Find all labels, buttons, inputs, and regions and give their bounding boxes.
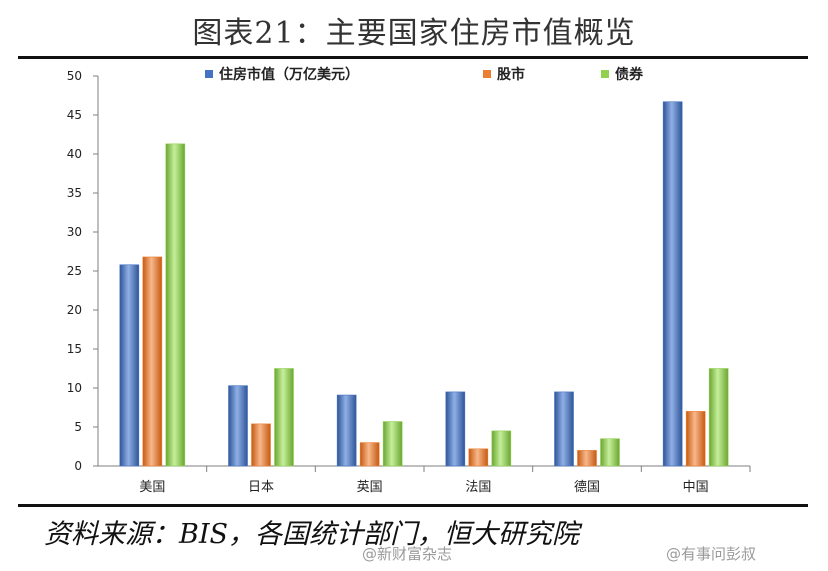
bar-housing-3 bbox=[445, 391, 466, 467]
bar-housing-5 bbox=[662, 101, 683, 467]
bar-bond-3 bbox=[491, 430, 512, 467]
y-tick-label: 5 bbox=[74, 420, 82, 434]
y-tick-label: 15 bbox=[67, 342, 82, 356]
y-tick-label: 40 bbox=[67, 147, 82, 161]
legend-label-0: 住房市值（万亿美元） bbox=[219, 66, 359, 83]
bar-bond-5 bbox=[708, 368, 729, 467]
chart-title: 图表21：主要国家住房市值概览 bbox=[192, 16, 636, 51]
legend-swatch-2 bbox=[601, 70, 609, 78]
x-tick-label: 法国 bbox=[465, 480, 491, 495]
bar-housing-1 bbox=[228, 385, 248, 467]
bar-stock-1 bbox=[251, 423, 271, 467]
legend-label-2: 债券 bbox=[615, 66, 644, 83]
legend-swatch-1 bbox=[483, 70, 491, 78]
legend-label-1: 股市 bbox=[497, 66, 525, 83]
legend: 住房市值（万亿美元） 股市 债券 bbox=[205, 66, 644, 83]
y-tick-label: 20 bbox=[67, 303, 82, 317]
y-tick-label: 25 bbox=[67, 264, 82, 278]
bar-stock-0 bbox=[142, 256, 163, 467]
bar-chart: 0 5 10 15 20 25 30 35 40 45 50 美国 日本 英国 法国 德国 中国 住房市值（万亿… bbox=[67, 66, 751, 495]
bar-housing-2 bbox=[336, 394, 357, 467]
watermark-right: @有事问彭叔 bbox=[666, 545, 757, 563]
y-tick-label: 45 bbox=[67, 108, 82, 122]
bar-housing-4 bbox=[554, 391, 574, 467]
bar-stock-4 bbox=[577, 450, 597, 467]
bars bbox=[119, 101, 729, 467]
source-note: 资料来源：BIS，各国统计部门，恒大研究院 bbox=[44, 519, 580, 550]
bar-bond-2 bbox=[382, 421, 403, 467]
y-tick-label: 50 bbox=[67, 69, 82, 83]
bar-bond-0 bbox=[165, 143, 186, 467]
bar-bond-4 bbox=[600, 438, 620, 467]
x-tick-label: 德国 bbox=[574, 480, 600, 495]
bottom-divider bbox=[18, 504, 808, 507]
bar-stock-2 bbox=[359, 442, 380, 467]
y-tick-label: 35 bbox=[67, 186, 82, 200]
x-tick-label: 英国 bbox=[357, 480, 383, 495]
watermark-left: @新财富杂志 bbox=[362, 545, 453, 563]
legend-swatch-0 bbox=[205, 70, 213, 78]
bar-stock-5 bbox=[685, 411, 706, 467]
top-divider bbox=[18, 56, 808, 59]
bar-stock-3 bbox=[468, 448, 489, 467]
y-tick-label: 10 bbox=[67, 381, 82, 395]
bar-bond-1 bbox=[274, 368, 294, 467]
x-tick-label: 日本 bbox=[248, 480, 274, 495]
bar-housing-0 bbox=[119, 264, 140, 467]
y-tick-label: 30 bbox=[67, 225, 82, 239]
x-tick-label: 中国 bbox=[683, 480, 709, 495]
y-tick-label: 0 bbox=[74, 459, 82, 473]
x-tick-label: 美国 bbox=[139, 480, 165, 495]
axes: 0 5 10 15 20 25 30 35 40 45 50 美国 日本 英国 法国 德国 中国 bbox=[67, 69, 751, 495]
